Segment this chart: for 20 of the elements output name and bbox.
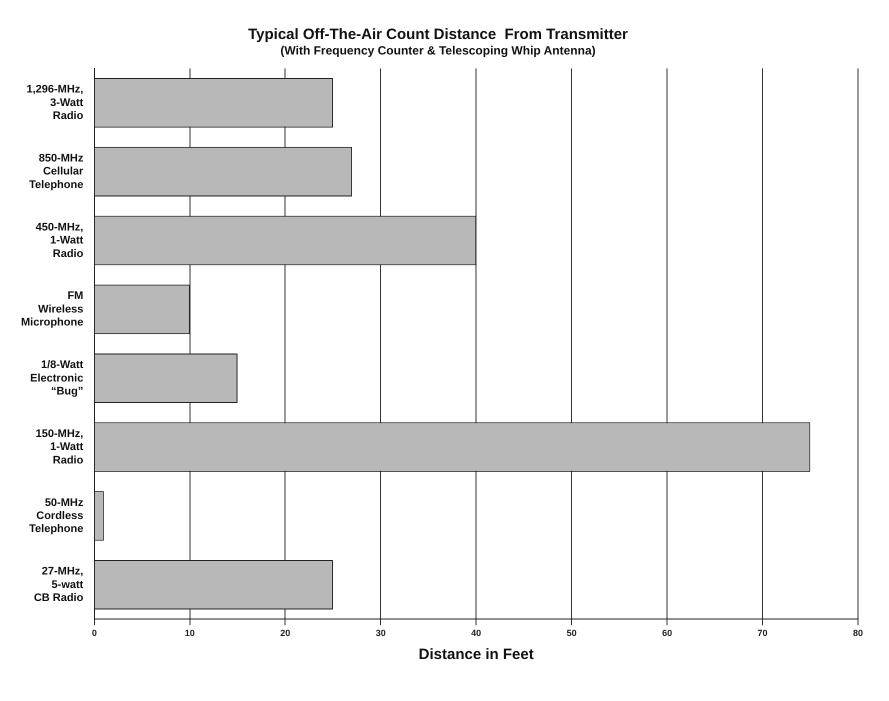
x-axis-title: Distance in Feet: [418, 646, 534, 664]
y-tick-label: 1,296-MHz, 3-Watt Radio: [26, 84, 84, 122]
chart-title: Typical Off-The-Air Count Distance From Transmitter: [248, 26, 628, 44]
x-tick-label: 20: [280, 628, 290, 638]
y-tick-label: FM Wireless Microphone: [20, 290, 84, 329]
y-tick-label: 27-MHz, 5-watt CB Radio: [34, 566, 84, 604]
x-tick-label: 0: [92, 628, 97, 638]
y-tick-label: 150-MHz, 1-Watt Radio: [36, 428, 84, 466]
chart-subtitle: (With Frequency Counter & Telescoping Whip Antenna): [280, 44, 596, 58]
x-tick-label: 70: [758, 628, 768, 638]
x-tick-label: 10: [184, 628, 195, 638]
x-tick-label: 30: [376, 628, 386, 638]
y-tick-label: 50-MHz Cordless Telephone: [29, 496, 84, 536]
y-tick-label: 1/8-Watt Electronic “Bug”: [30, 359, 84, 398]
x-tick-label: 60: [662, 628, 672, 638]
x-tick-label: 40: [471, 628, 482, 638]
y-tick-label: 850-MHz Cellular Telephone: [29, 152, 84, 191]
x-tick-label: 50: [566, 628, 577, 638]
y-tick-label: 450-MHz, 1-Watt Radio: [36, 221, 84, 260]
x-tick-label: 80: [852, 628, 864, 638]
